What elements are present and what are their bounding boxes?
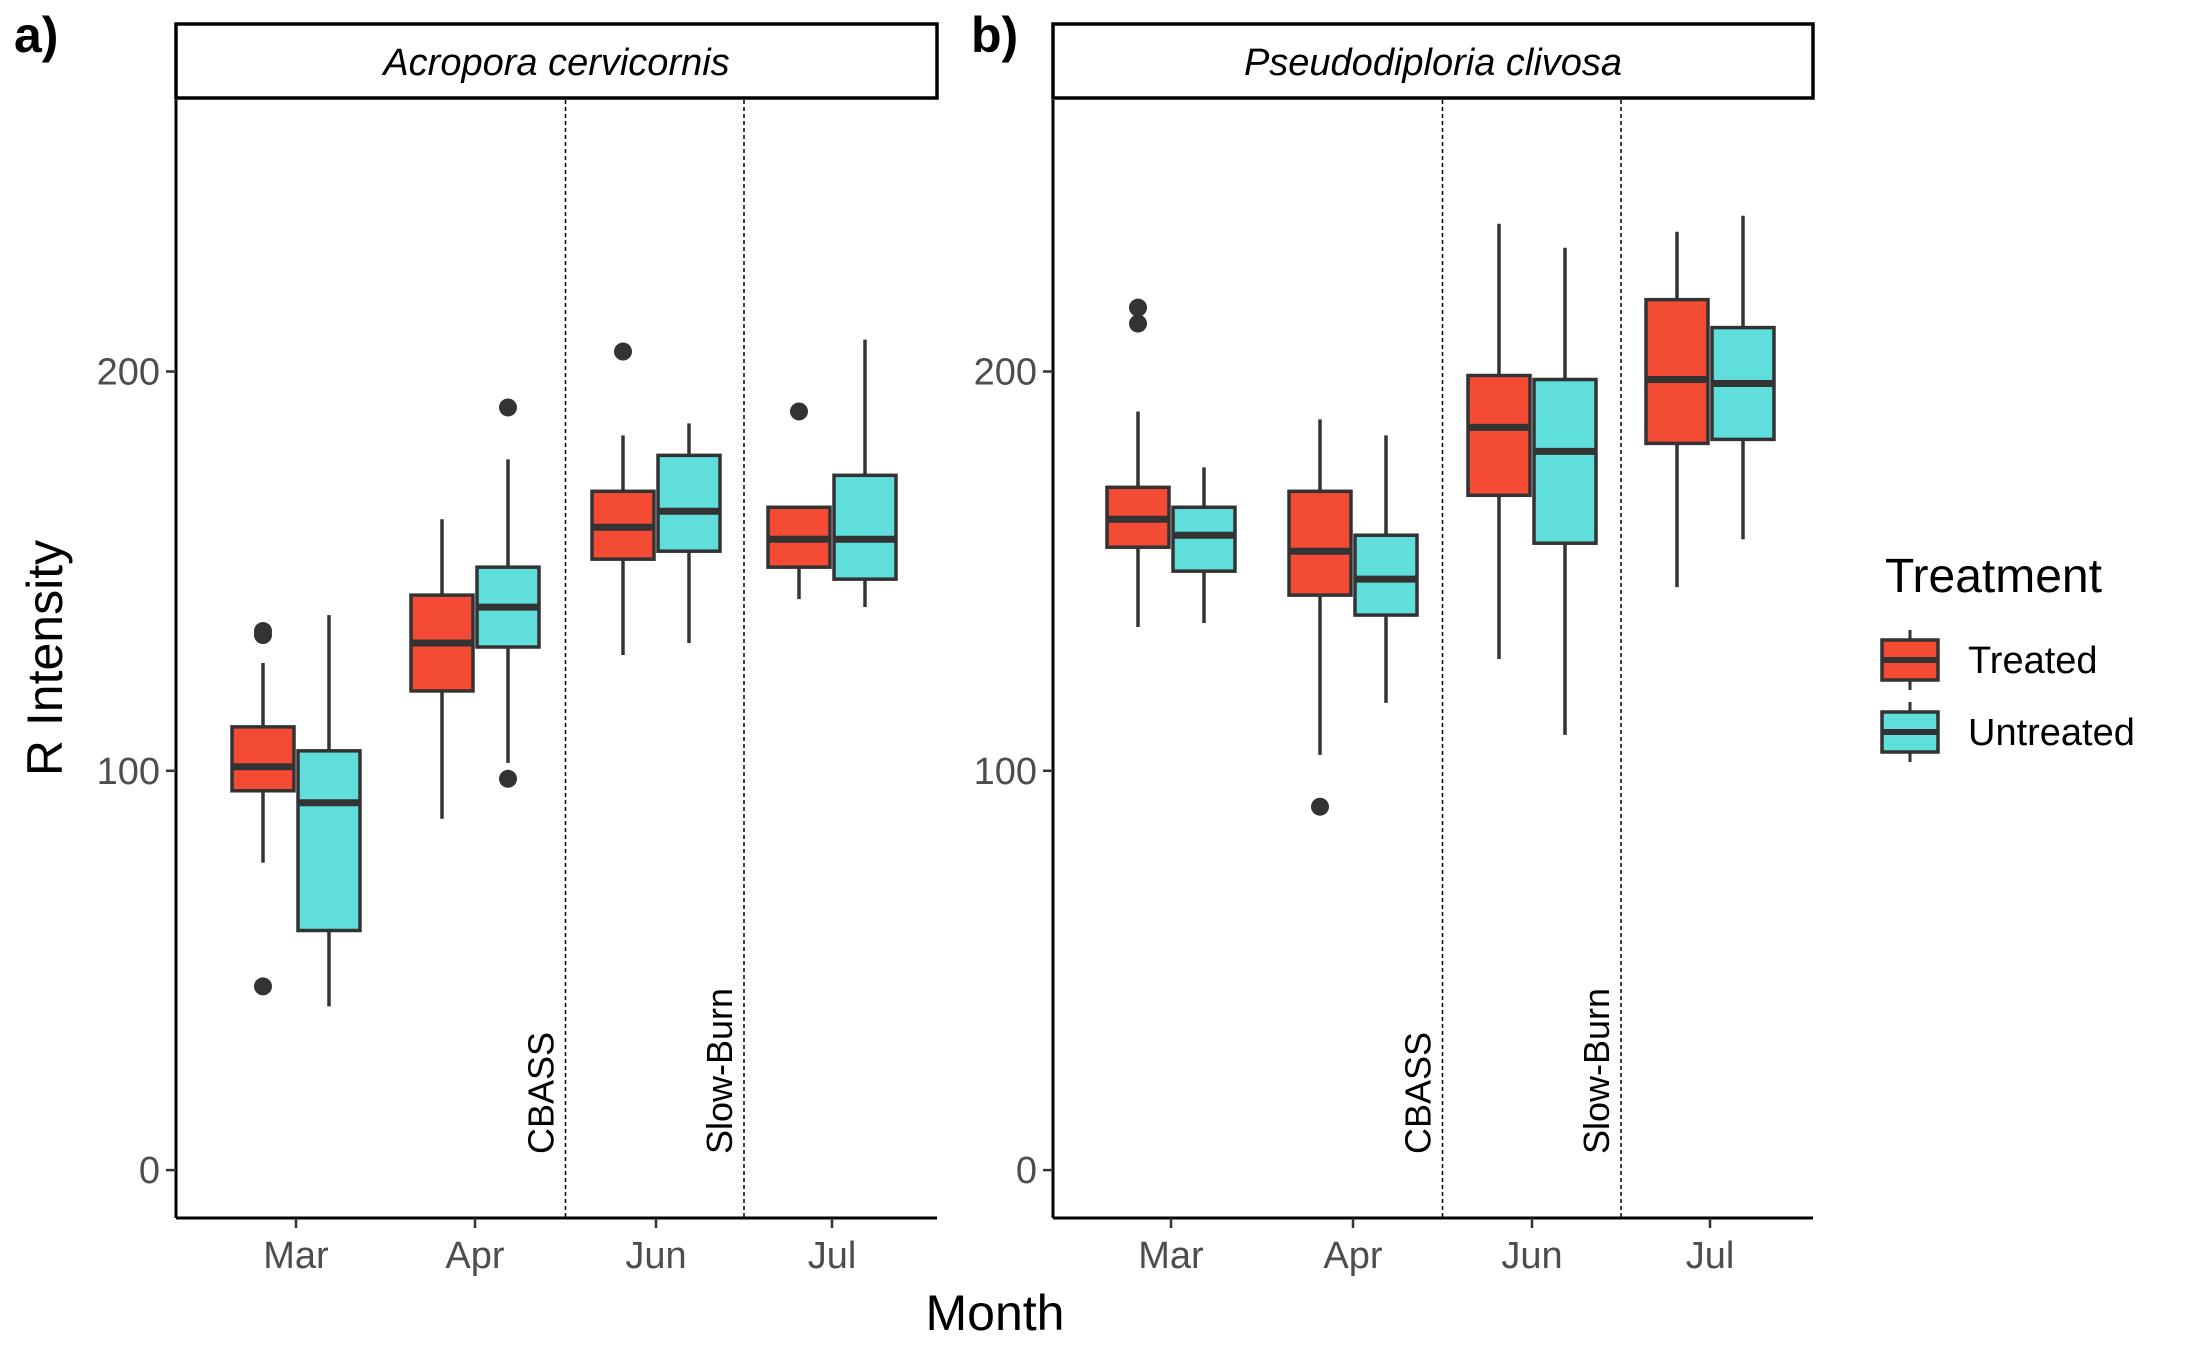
- box-treated-apr: [409, 519, 475, 819]
- annotation-label: CBASS: [1398, 1032, 1439, 1154]
- box-body: [1287, 489, 1353, 597]
- x-tick-label: Jul: [808, 1235, 857, 1277]
- legend-label: Treated: [1968, 640, 2098, 682]
- outlier-point: [614, 342, 632, 361]
- strip-label: Acropora cervicornis: [381, 42, 729, 84]
- panel-letter: a): [14, 7, 58, 63]
- panel-a: Acropora cervicornis a) 0 100 200 Mar Apr Jun Ju…: [14, 7, 939, 1277]
- box-treated-apr: [1287, 419, 1353, 816]
- x-tick-label: Jun: [625, 1235, 686, 1277]
- legend-entry-treated: Treated: [1880, 630, 2098, 690]
- outlier-point: [499, 769, 517, 788]
- outlier-point: [790, 402, 808, 421]
- box-body: [1644, 297, 1710, 446]
- y-tick-label: 100: [974, 751, 1037, 793]
- y-tick-label: 200: [97, 352, 160, 394]
- x-tick-label: Mar: [263, 1235, 329, 1277]
- strip-label: Pseudodiploria clivosa: [1244, 42, 1622, 84]
- strip-box: [174, 22, 939, 100]
- box-untreated-mar: [1171, 467, 1237, 624]
- box-body: [1171, 505, 1237, 573]
- outlier-point: [1311, 797, 1329, 816]
- outlier-point: [1129, 314, 1147, 333]
- legend-label: Untreated: [1968, 712, 2135, 754]
- annotation-label: Slow-Burn: [1576, 988, 1617, 1154]
- box-treated-jun: [590, 342, 656, 656]
- x-axis-title: Month: [926, 1285, 1065, 1341]
- panels: Acropora cervicornis a) 0 100 200 Mar Apr Jun Ju…: [14, 7, 1815, 1277]
- box-body: [296, 749, 362, 933]
- x-tick-label: Jun: [1501, 1235, 1562, 1277]
- legend-entry-untreated: Untreated: [1880, 702, 2135, 762]
- box-untreated-mar: [296, 615, 362, 1007]
- box-untreated-jul: [832, 339, 898, 608]
- panel-b: Pseudodiploria clivosa b) 0 100 200 Mar Apr Jun…: [971, 7, 1815, 1277]
- box-body: [1532, 377, 1598, 545]
- legend: Treatment Treated Untreated: [1880, 550, 2135, 762]
- box-body: [230, 725, 296, 793]
- y-tick-label: 200: [974, 352, 1037, 394]
- box-untreated-jun: [656, 423, 722, 644]
- box-body: [656, 453, 722, 553]
- box-untreated-jul: [1710, 215, 1776, 540]
- outlier-point: [499, 398, 517, 417]
- y-tick-label: 0: [1016, 1150, 1037, 1192]
- box-treated-jul: [766, 402, 832, 600]
- annotation-label: Slow-Burn: [699, 988, 740, 1154]
- panel-letter: b): [971, 7, 1018, 63]
- box-body: [1353, 533, 1419, 617]
- box-treated-jul: [1644, 231, 1710, 588]
- box-untreated-jun: [1532, 247, 1598, 735]
- box-body: [832, 473, 898, 581]
- box-treated-mar: [1105, 298, 1171, 628]
- x-tick-label: Mar: [1138, 1235, 1204, 1277]
- y-tick-label: 0: [139, 1150, 160, 1192]
- outlier-point: [1129, 298, 1147, 317]
- box-untreated-apr: [1353, 435, 1419, 703]
- box-untreated-apr: [475, 398, 541, 788]
- outlier-point: [254, 977, 272, 996]
- outlier-point: [254, 622, 272, 641]
- y-tick-label: 100: [97, 751, 160, 793]
- box-treated-jun: [1466, 223, 1532, 659]
- x-tick-label: Jul: [1686, 1235, 1735, 1277]
- box-body: [1466, 373, 1532, 498]
- x-tick-label: Apr: [1323, 1235, 1382, 1277]
- y-axis-title: R Intensity: [17, 540, 73, 776]
- annotation-label: CBASS: [521, 1032, 562, 1154]
- legend-title: Treatment: [1885, 550, 2102, 603]
- x-tick-label: Apr: [445, 1235, 504, 1277]
- strip-box: [1051, 22, 1815, 100]
- box-treated-mar: [230, 622, 296, 996]
